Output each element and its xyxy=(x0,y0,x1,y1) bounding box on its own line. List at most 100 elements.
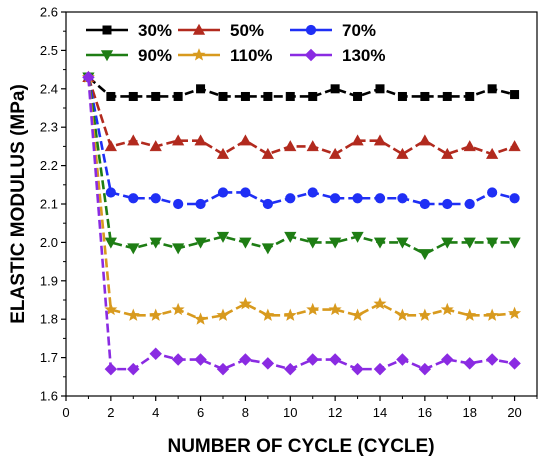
data-point xyxy=(128,91,138,101)
legend: 30% 50% 70% 90% 110% 130% xyxy=(86,21,385,65)
data-point xyxy=(330,193,341,204)
data-point xyxy=(104,140,117,152)
x-tick-label: 4 xyxy=(152,405,159,420)
data-point xyxy=(441,237,454,249)
data-point xyxy=(261,308,275,321)
x-tick-label: 2 xyxy=(107,405,114,420)
data-point xyxy=(508,306,522,319)
data-point xyxy=(510,90,520,100)
data-point xyxy=(217,187,229,198)
x-tick-label: 8 xyxy=(242,405,249,420)
legend-item: 50% xyxy=(178,21,264,40)
data-point xyxy=(486,237,499,249)
data-point xyxy=(308,91,318,101)
data-point xyxy=(261,357,275,370)
data-point xyxy=(328,353,342,366)
data-point xyxy=(442,91,452,101)
data-point xyxy=(328,302,342,316)
data-point xyxy=(216,231,230,243)
legend-label: 50% xyxy=(230,21,264,40)
x-tick-label: 16 xyxy=(418,405,432,420)
data-point xyxy=(463,308,477,321)
data-point xyxy=(396,353,409,366)
data-point xyxy=(397,193,408,204)
data-point xyxy=(375,84,385,94)
legend-marker xyxy=(192,23,206,35)
data-point xyxy=(285,193,296,204)
series-line xyxy=(87,76,515,156)
data-point xyxy=(329,147,342,159)
data-point xyxy=(485,308,499,321)
data-point xyxy=(149,237,162,249)
x-tick-label: 18 xyxy=(462,405,476,420)
x-tick-label: 14 xyxy=(373,405,387,420)
data-point xyxy=(240,91,250,101)
legend-label: 70% xyxy=(342,21,376,40)
data-point xyxy=(239,134,252,146)
data-point xyxy=(373,362,387,376)
data-point xyxy=(126,308,140,321)
data-point xyxy=(106,91,116,101)
data-point xyxy=(82,71,95,84)
legend-marker xyxy=(305,24,317,36)
data-point xyxy=(283,308,297,321)
data-point xyxy=(465,91,475,101)
data-point xyxy=(351,231,364,243)
data-point xyxy=(463,140,476,152)
data-point xyxy=(284,140,297,152)
data-point xyxy=(238,297,252,310)
data-point xyxy=(374,193,386,204)
data-point xyxy=(464,198,475,210)
data-point xyxy=(261,243,274,255)
data-point xyxy=(218,91,228,101)
data-point xyxy=(420,91,430,101)
data-point xyxy=(196,84,206,94)
x-axis-title: NUMBER OF CYCLE (CYCLE) xyxy=(167,436,434,457)
data-point xyxy=(104,362,118,376)
series-line xyxy=(87,77,515,321)
series-70pct xyxy=(83,72,520,210)
data-point xyxy=(127,134,140,146)
data-point xyxy=(284,231,297,243)
data-point xyxy=(173,198,184,210)
x-tick-label: 10 xyxy=(283,405,297,420)
legend-label: 110% xyxy=(230,46,273,65)
data-point xyxy=(239,353,252,366)
data-point xyxy=(395,308,409,321)
data-point xyxy=(127,362,140,376)
legend-item: 110% xyxy=(178,46,273,65)
data-point xyxy=(306,353,319,366)
series-110pct xyxy=(81,70,522,325)
legend-label: 90% xyxy=(138,46,172,65)
y-tick-label: 2.3 xyxy=(40,120,58,135)
data-point xyxy=(307,187,318,198)
legend-item: 130% xyxy=(290,46,385,65)
data-point xyxy=(306,237,319,249)
x-tick-label: 20 xyxy=(507,405,521,420)
data-point xyxy=(509,193,520,204)
data-point xyxy=(104,237,117,249)
data-point xyxy=(149,140,162,152)
data-point xyxy=(351,362,364,376)
data-point xyxy=(127,243,140,255)
data-point xyxy=(172,243,185,255)
data-point xyxy=(151,91,161,101)
data-point xyxy=(463,357,476,370)
y-tick-label: 1.8 xyxy=(40,312,58,327)
y-tick-label: 1.7 xyxy=(40,350,58,365)
x-tick-label: 6 xyxy=(197,405,204,420)
data-point xyxy=(239,237,252,249)
data-point xyxy=(418,362,432,376)
data-point xyxy=(418,249,431,261)
data-point xyxy=(195,198,206,210)
data-point xyxy=(150,193,161,204)
series-130pct xyxy=(82,71,521,376)
data-point xyxy=(373,297,387,310)
data-point xyxy=(329,237,342,249)
data-point xyxy=(306,302,320,316)
data-point xyxy=(397,91,407,101)
data-point xyxy=(442,198,453,210)
y-tick-label: 2.2 xyxy=(40,158,58,173)
x-tick-label: 0 xyxy=(62,405,69,420)
